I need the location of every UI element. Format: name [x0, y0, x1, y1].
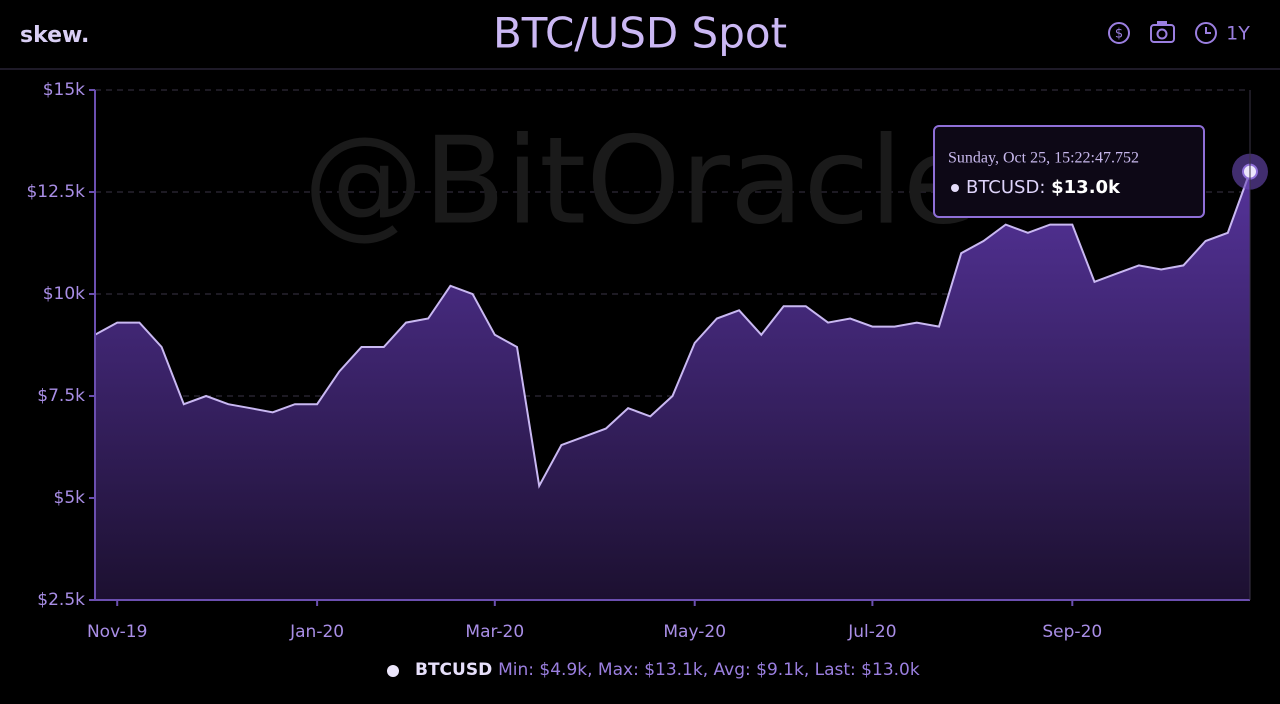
legend[interactable]: BTCUSD Min: $4.9k, Max: $13.1k, Avg: $9.…: [415, 660, 920, 680]
x-tick-label: May-20: [663, 622, 726, 642]
plot-area: $2.5k $5k $7.5k $10k $12.5k $15k Nov-19 Jan-20 M…: [26, 80, 1268, 642]
tooltip-series-label: BTCUSD:: [966, 177, 1045, 198]
brand-logo: skew.: [20, 23, 89, 48]
x-tick-label: Mar-20: [465, 622, 524, 642]
tooltip: Sunday, Oct 25, 15:22:47.752 BTCUSD: $13…: [933, 125, 1205, 218]
y-tick-label: $15k: [43, 80, 85, 100]
y-tick-label: $10k: [43, 284, 85, 304]
icon: [1108, 22, 1130, 44]
icon: [1157, 21, 1167, 26]
chart-title: BTC/USD Spot: [493, 9, 787, 58]
x-tick-label: Sep-20: [1042, 622, 1102, 642]
legend-name: BTCUSD: [415, 660, 492, 680]
x-tick-label: Nov-19: [87, 622, 148, 642]
tooltip-value: $13.0k: [1051, 177, 1121, 198]
tooltip-date: Sunday, Oct 25, 15:22:47.752: [948, 150, 1139, 167]
legend-stats: Min: $4.9k, Max: $13.1k, Avg: $9.1k, Las…: [498, 660, 920, 680]
x-tick-label: Jul-20: [847, 622, 896, 642]
watermark: @BitOracle: [303, 113, 976, 252]
tooltip-box: [933, 125, 1205, 218]
camera-button[interactable]: [1150, 21, 1175, 43]
y-tick-label: $5k: [54, 488, 86, 508]
range-label: 1Y: [1226, 23, 1250, 45]
x-tick-label: Jan-20: [289, 622, 344, 642]
y-tick-label: $12.5k: [26, 182, 85, 202]
tooltip-series: BTCUSD: $13.0k: [966, 177, 1121, 198]
icon: [1156, 28, 1168, 40]
legend-marker[interactable]: [387, 665, 399, 677]
currency-label: $: [1115, 27, 1123, 42]
y-tick-label: $7.5k: [37, 386, 85, 406]
tooltip-marker: [951, 184, 959, 192]
y-tick-label: $2.5k: [37, 590, 85, 610]
icon: [1195, 22, 1217, 44]
currency-button[interactable]: $: [1108, 22, 1130, 44]
range-button[interactable]: 1Y: [1195, 22, 1250, 45]
line: [94, 171, 1251, 489]
icon: [1205, 27, 1211, 34]
area: [95, 171, 1250, 600]
